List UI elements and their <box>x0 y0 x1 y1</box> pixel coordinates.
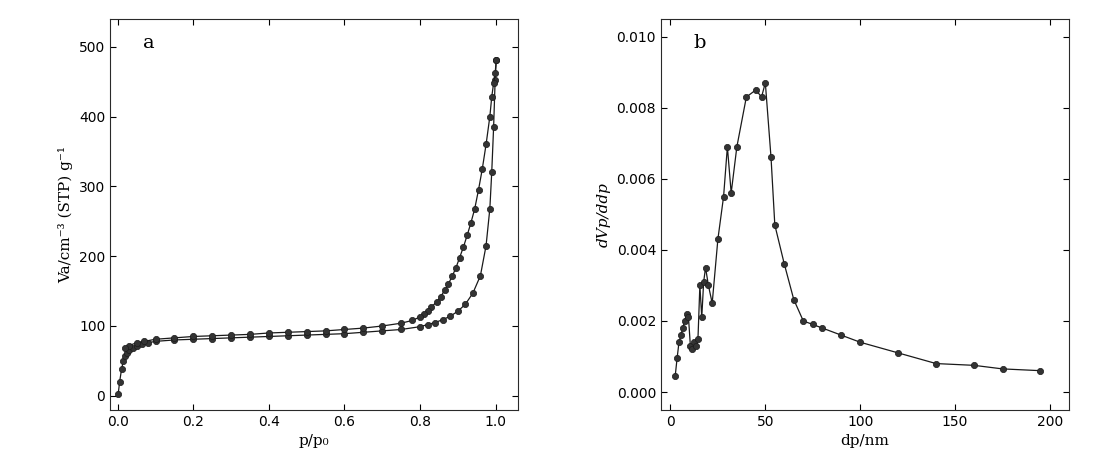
Y-axis label: Va/cm⁻³ (STP) g⁻¹: Va/cm⁻³ (STP) g⁻¹ <box>58 146 74 283</box>
X-axis label: dp/nm: dp/nm <box>841 434 889 448</box>
X-axis label: p/p₀: p/p₀ <box>299 434 329 448</box>
Y-axis label: dVp/ddp: dVp/ddp <box>597 182 611 247</box>
Text: b: b <box>693 34 706 52</box>
Text: a: a <box>143 34 154 52</box>
